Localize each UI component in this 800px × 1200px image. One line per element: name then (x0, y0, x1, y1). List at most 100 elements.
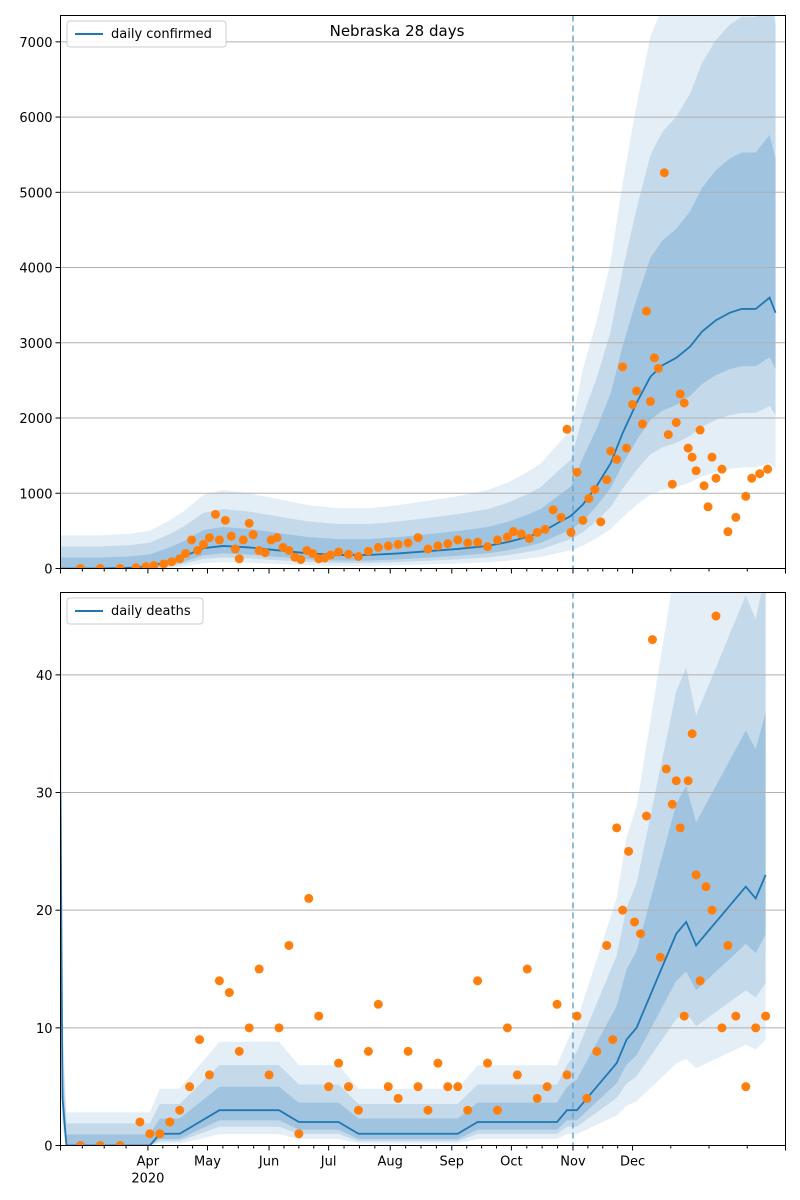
bottom-observed-point (711, 611, 721, 621)
bottom-observed-point (761, 1011, 771, 1021)
top-observed-point (423, 544, 433, 554)
bottom-observed-point (731, 1011, 741, 1021)
top-observed-point (612, 454, 622, 464)
bottom-observed-point (443, 1082, 453, 1092)
bottom-observed-point (185, 1082, 195, 1092)
bottom-observed-point (373, 999, 383, 1009)
top-observed-point (584, 494, 594, 504)
top-observed-point (334, 547, 344, 557)
bottom-observed-point (254, 964, 264, 974)
bottom-observed-point (353, 1105, 363, 1115)
top-observed-point (548, 505, 558, 515)
top-observed-point (344, 549, 354, 559)
bottom-fit-line (60, 792, 767, 1146)
top-observed-point (187, 535, 197, 545)
top-observed-point (618, 362, 628, 372)
bottom-observed-point (608, 1035, 618, 1045)
top-ytick-label: 2000 (19, 412, 52, 427)
bottom-observed-point (602, 940, 612, 950)
top-observed-point (226, 531, 236, 541)
bottom-observed-point (512, 1070, 522, 1080)
bottom-observed-point (618, 905, 628, 915)
top-ytick-label: 1000 (19, 487, 52, 502)
bottom-observed-point (95, 1141, 105, 1146)
top-observed-point (717, 464, 727, 474)
bottom-observed-point (224, 988, 234, 998)
top-observed-point (683, 443, 693, 453)
top-observed-point (572, 467, 582, 477)
top-observed-point (443, 539, 453, 549)
bottom-observed-point (741, 1082, 751, 1092)
bottom-observed-point (542, 1082, 552, 1092)
top-observed-point (353, 551, 363, 561)
top-observed-point (691, 466, 701, 476)
top-observed-point (463, 538, 473, 548)
top-observed-point (532, 527, 542, 537)
top-observed-point (308, 548, 318, 558)
top-observed-point (181, 548, 191, 558)
bottom-xtick-label: Dec (620, 1155, 645, 1170)
bottom-legend-box (66, 597, 204, 625)
bottom-observed-point (572, 1011, 582, 1021)
bottom-xtick-label: Jul (320, 1155, 337, 1170)
top-observed-point (707, 452, 717, 462)
top-panel: 0 1000 2000 3000 4000 5000 6000 7000 Nebraska 2… (19, 15, 786, 578)
top-observed-point (566, 527, 576, 537)
top-chart-title: Nebraska 28 days (330, 22, 465, 40)
top-observed-point (711, 473, 721, 483)
top-observed-point (659, 168, 669, 178)
top-observed-point (641, 306, 651, 316)
top-observed-point (645, 396, 655, 406)
top-observed-point (675, 389, 685, 399)
top-observed-point (556, 512, 566, 522)
top-observed-point (393, 539, 403, 549)
top-series-layer (60, 168, 777, 569)
bottom-xtick-label: Oct (500, 1155, 522, 1170)
top-observed-point (602, 475, 612, 485)
bottom-observed-point (582, 1093, 592, 1103)
top-observed-point (473, 537, 483, 547)
top-observed-point (628, 399, 638, 409)
bottom-observed-point (344, 1082, 354, 1092)
bottom-observed-point (641, 811, 651, 821)
bottom-observed-point (636, 929, 645, 939)
top-observed-point (687, 452, 697, 462)
bottom-observed-point (751, 1023, 761, 1033)
bottom-xtick-label: May (194, 1155, 221, 1170)
bottom-observed-point (75, 1141, 85, 1146)
bottom-year-label: 2020 (131, 1172, 164, 1187)
bottom-observed-point (393, 1093, 403, 1103)
top-observed-point (373, 542, 383, 552)
bottom-observed-point (363, 1046, 373, 1056)
bottom-observed-point (671, 776, 681, 786)
bottom-observed-point (492, 1105, 502, 1115)
top-observed-point (159, 559, 169, 569)
bottom-gridlines (60, 674, 786, 1029)
bottom-observed-point (214, 976, 224, 986)
top-observed-point (238, 535, 248, 545)
top-observed-point (502, 532, 512, 542)
top-observed-point (637, 419, 647, 429)
top-gridlines (60, 41, 786, 494)
bottom-series-layer (60, 611, 771, 1146)
bottom-observed-point (592, 1046, 602, 1056)
bottom-observed-point (463, 1105, 473, 1115)
top-observed-point (663, 430, 673, 440)
top-observed-point (763, 464, 773, 474)
top-observed-point (204, 533, 214, 543)
bottom-observed-point (552, 999, 562, 1009)
top-ytick-label: 6000 (19, 111, 52, 126)
top-observed-point (667, 479, 677, 489)
top-observed-point (383, 541, 393, 551)
bottom-observed-point (522, 964, 532, 974)
top-legend-label: daily confirmed (111, 27, 212, 42)
bottom-ytick-label: 10 (36, 1022, 53, 1037)
top-band-1 (60, 15, 776, 569)
bottom-observed-point (403, 1046, 413, 1056)
top-observed-point (755, 469, 765, 479)
bottom-ytick-label: 40 (36, 669, 53, 684)
bottom-observed-point (145, 1129, 155, 1139)
top-observed-point (75, 564, 85, 569)
top-observed-point (699, 481, 709, 491)
top-observed-point (199, 539, 209, 549)
